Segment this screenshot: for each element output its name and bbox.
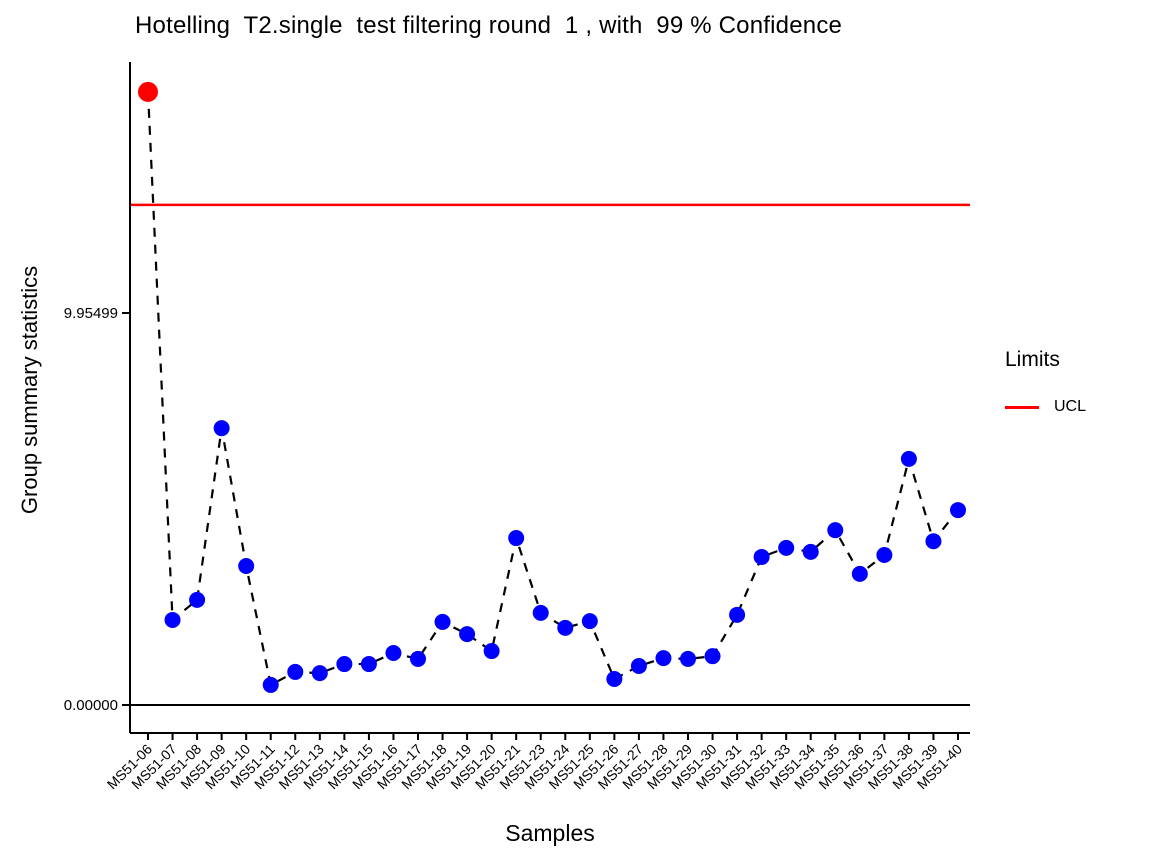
- data-point: [262, 676, 279, 693]
- data-point: [557, 619, 574, 636]
- data-point-out-of-control: [138, 81, 158, 102]
- data-point: [778, 539, 795, 556]
- data-point: [164, 611, 181, 628]
- legend-title: Limits: [1005, 348, 1060, 371]
- data-point: [925, 533, 942, 550]
- data-point: [459, 626, 476, 643]
- data-point: [336, 656, 353, 673]
- series-line: [146, 91, 959, 687]
- data-point: [876, 546, 893, 563]
- data-point: [311, 665, 328, 682]
- data-point: [827, 522, 844, 539]
- ucl-line-swatch: [1005, 405, 1039, 409]
- data-point: [753, 548, 770, 565]
- legend-entry-label: UCL: [1054, 398, 1087, 415]
- legend-entry-ucl: UCL: [1005, 398, 1086, 416]
- data-point: [655, 650, 672, 667]
- data-point: [410, 650, 426, 667]
- data-point: [606, 671, 623, 688]
- data-point: [581, 613, 598, 630]
- legend: Limits UCL: [1005, 348, 1086, 416]
- data-point: [950, 502, 966, 519]
- data-point: [532, 604, 549, 621]
- data-point: [680, 650, 696, 667]
- data-point: [434, 613, 451, 630]
- data-point: [729, 606, 746, 623]
- data-point: [630, 658, 647, 675]
- data-point: [213, 420, 230, 437]
- data-point: [704, 648, 721, 665]
- data-point: [483, 643, 500, 660]
- data-point: [189, 591, 206, 608]
- data-point: [287, 663, 304, 680]
- data-point: [385, 645, 402, 662]
- chart-title: Hotelling T2.single test filtering round…: [135, 12, 843, 39]
- data-point: [238, 557, 255, 574]
- y-tick-label: 9.95499: [64, 305, 118, 322]
- data-point: [900, 450, 917, 467]
- x-axis-label: Samples: [505, 820, 595, 846]
- data-point: [360, 656, 377, 673]
- data-point: [508, 530, 525, 547]
- y-tick-label: 0.00000: [64, 697, 118, 714]
- data-point: [851, 565, 868, 582]
- data-point: [802, 543, 819, 560]
